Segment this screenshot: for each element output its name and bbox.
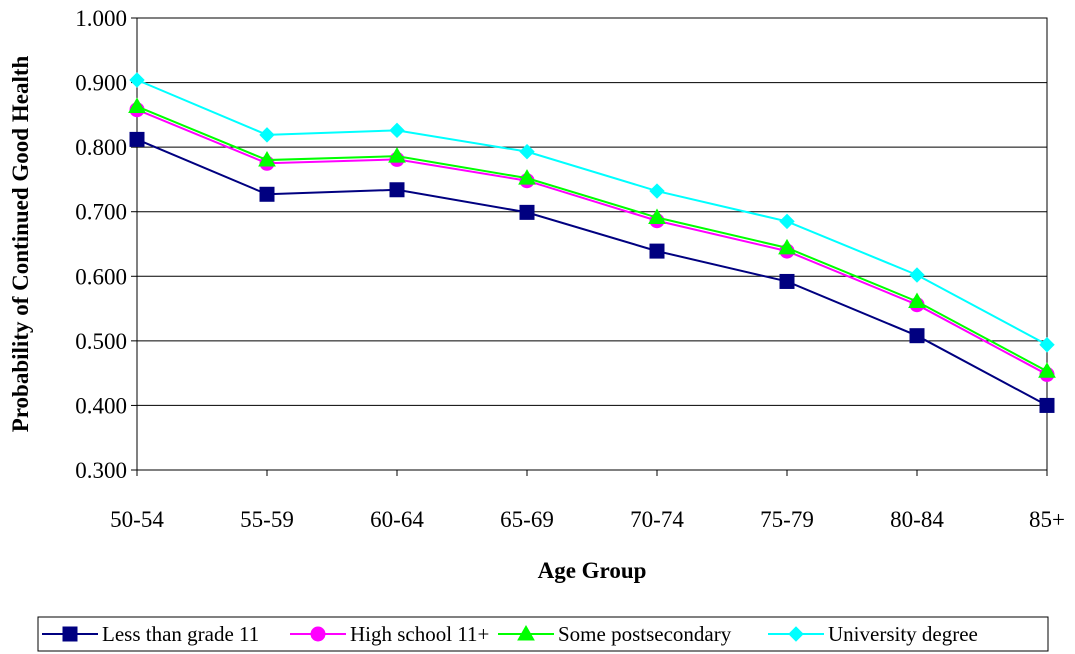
series-line xyxy=(136,138,1048,407)
data-point-triangle xyxy=(1038,362,1056,378)
y-tick-label: 0.400 xyxy=(75,393,127,418)
data-point-triangle xyxy=(388,147,406,163)
data-point-square xyxy=(129,131,145,147)
data-point-diamond xyxy=(389,122,405,139)
x-tick-label: 55-59 xyxy=(240,507,294,532)
x-tick-label: 65-69 xyxy=(500,507,554,532)
y-tick-label: 0.600 xyxy=(75,264,127,289)
legend-label: Less than grade 11 xyxy=(102,622,259,646)
plot-area-frame xyxy=(136,17,1048,471)
data-point-diamond xyxy=(519,143,535,160)
y-tick-label: 0.900 xyxy=(75,71,127,96)
y-tick-label: 0.700 xyxy=(75,200,127,225)
y-axis-title: Probability of Continued Good Health xyxy=(8,56,33,433)
data-point-square xyxy=(909,328,925,344)
x-axis-title: Age Group xyxy=(538,558,647,583)
data-point-triangle xyxy=(778,238,796,255)
y-axis-ticks: 0.300 0.400 0.500 0.600 0.700 0.800 0.900 1.000 xyxy=(75,6,137,483)
y-tick-label: 0.800 xyxy=(75,135,127,160)
data-point-diamond xyxy=(649,183,665,199)
legend-label: Some postsecondary xyxy=(558,622,732,646)
data-point-square xyxy=(62,626,78,642)
x-tick-label: 50-54 xyxy=(110,507,164,532)
data-point-diamond xyxy=(788,626,804,642)
data-point-circle xyxy=(310,626,326,642)
x-tick-label: 70-74 xyxy=(630,507,684,532)
series-line xyxy=(136,79,1048,346)
legend-label: High school 11+ xyxy=(350,622,489,646)
data-point-triangle xyxy=(517,624,535,641)
x-axis-ticks: 50-54 55-59 60-64 65-69 70-74 75-79 80-84 85+ xyxy=(110,470,1065,532)
series-line xyxy=(136,108,1048,376)
y-tick-label: 0.500 xyxy=(75,329,127,354)
x-tick-label: 80-84 xyxy=(890,507,944,532)
series-lines xyxy=(128,72,1056,413)
data-point-square xyxy=(519,204,535,220)
data-point-diamond xyxy=(909,267,925,283)
gridlines xyxy=(137,17,1047,471)
y-tick-label: 0.300 xyxy=(75,458,127,483)
legend: Less than grade 11 High school 11+ Some po… xyxy=(37,616,1049,652)
data-point-triangle xyxy=(648,208,666,225)
data-point-triangle xyxy=(908,292,926,308)
data-point-diamond xyxy=(259,127,275,143)
data-point-diamond xyxy=(779,213,795,230)
series-line xyxy=(136,105,1048,373)
data-point-square xyxy=(389,182,405,198)
data-point-square xyxy=(779,273,795,289)
series-group xyxy=(129,131,1055,413)
x-tick-label: 85+ xyxy=(1029,507,1065,532)
x-tick-label: 75-79 xyxy=(760,507,814,532)
data-point-triangle xyxy=(518,169,536,185)
series-group xyxy=(129,72,1055,353)
y-tick-label: 1.000 xyxy=(75,6,127,31)
series-group xyxy=(128,97,1056,378)
legend-label: University degree xyxy=(828,622,978,646)
data-point-square xyxy=(259,186,275,202)
data-point-triangle xyxy=(258,151,276,167)
data-point-triangle xyxy=(128,97,146,113)
x-tick-label: 60-64 xyxy=(370,507,424,532)
data-point-square xyxy=(1039,397,1055,413)
data-point-diamond xyxy=(1039,337,1055,353)
data-point-diamond xyxy=(129,72,145,88)
data-point-square xyxy=(649,243,665,259)
